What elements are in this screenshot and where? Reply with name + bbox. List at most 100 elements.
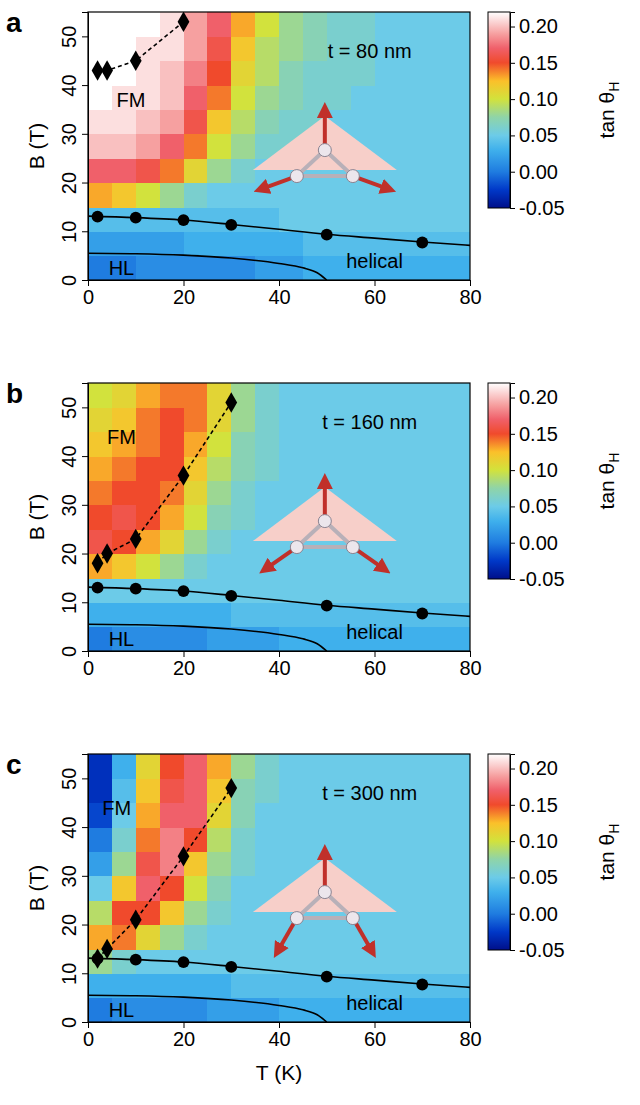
colorbar-tick-mark bbox=[510, 63, 515, 64]
heatmap-cell bbox=[184, 407, 208, 432]
heatmap-cell bbox=[327, 85, 351, 110]
heatmap-cell bbox=[255, 36, 279, 61]
heatmap-cell bbox=[136, 134, 160, 159]
x-tick-mark bbox=[279, 1022, 280, 1028]
colorbar-title: tan θH bbox=[595, 824, 622, 881]
heatmap-cell bbox=[422, 754, 446, 779]
heatmap-cell bbox=[375, 134, 399, 159]
heatmap-cell bbox=[398, 158, 422, 183]
heatmap-cell bbox=[160, 134, 184, 159]
heatmap-cell bbox=[375, 480, 399, 505]
heatmap-cell bbox=[398, 876, 422, 901]
inset-bond bbox=[297, 174, 353, 178]
heatmap-cell bbox=[422, 85, 446, 110]
colorbar-axis-line bbox=[511, 755, 516, 951]
heatmap-cell bbox=[207, 505, 231, 530]
y-tick: 30 bbox=[58, 123, 88, 145]
heatmap-cell bbox=[303, 998, 327, 1022]
heatmap-cell bbox=[279, 183, 303, 208]
heatmap-cell bbox=[207, 36, 231, 61]
heatmap-cell bbox=[422, 900, 446, 925]
heatmap-cell bbox=[160, 778, 184, 803]
heatmap-cell bbox=[398, 134, 422, 159]
heatmap-cell bbox=[88, 876, 112, 901]
panel-letter: c bbox=[6, 749, 22, 780]
heatmap-cell bbox=[184, 998, 208, 1022]
heatmap-cell bbox=[375, 85, 399, 110]
x-tick: 20 bbox=[173, 280, 195, 308]
heatmap-cell bbox=[398, 109, 422, 134]
y-tick-label: 10 bbox=[58, 592, 80, 614]
y-tick-mark bbox=[82, 134, 88, 135]
heatmap-cell bbox=[446, 998, 470, 1022]
heatmap-cell bbox=[112, 754, 136, 779]
x-tick-mark bbox=[470, 1022, 471, 1028]
y-tick-mark bbox=[82, 1022, 88, 1023]
x-tick: 40 bbox=[268, 280, 290, 308]
heatmap-cell bbox=[303, 383, 327, 408]
x-tick: 80 bbox=[459, 280, 481, 308]
heatmap-cell bbox=[279, 407, 303, 432]
heatmap-cell bbox=[398, 12, 422, 37]
colorbar-tick-mark bbox=[510, 769, 515, 770]
y-tick-label: 20 bbox=[58, 543, 80, 565]
heatmap-cell bbox=[88, 851, 112, 876]
x-tick-label: 20 bbox=[173, 286, 195, 308]
heatmap-cell bbox=[88, 754, 112, 779]
series-line bbox=[88, 995, 327, 1022]
heatmap-cell bbox=[160, 109, 184, 134]
heatmap-cell bbox=[112, 480, 136, 505]
heatmap-cell bbox=[422, 851, 446, 876]
inset-atom bbox=[346, 170, 359, 183]
colorbar-tick-mark bbox=[510, 172, 515, 173]
heatmap-cell bbox=[279, 207, 303, 232]
heatmap-cell bbox=[398, 754, 422, 779]
heatmap-cell bbox=[303, 578, 327, 603]
heatmap-cell bbox=[112, 12, 136, 37]
heatmap-cell bbox=[446, 480, 470, 505]
heatmap-cell bbox=[446, 949, 470, 974]
y-tick-mark bbox=[82, 827, 88, 828]
heatmap-cell bbox=[231, 158, 255, 183]
inset-atom bbox=[346, 912, 359, 925]
x-tick-mark bbox=[470, 280, 471, 286]
heatmap-cell bbox=[207, 432, 231, 457]
colorbar-tick: 0.05 bbox=[510, 866, 558, 888]
heatmap-cell bbox=[207, 998, 231, 1022]
heatmap-cell bbox=[279, 85, 303, 110]
heatmap-cell bbox=[351, 12, 375, 37]
heatmap-cell bbox=[327, 61, 351, 86]
heatmap-cell bbox=[136, 602, 160, 627]
y-tick-label: 50 bbox=[58, 768, 80, 790]
heatmap-cell bbox=[136, 480, 160, 505]
x-tick-mark bbox=[184, 280, 185, 286]
colorbar-tick-mark bbox=[510, 470, 515, 471]
colorbar-tick: 0.20 bbox=[510, 15, 558, 37]
heatmap-cell bbox=[112, 851, 136, 876]
heatmap-cell bbox=[184, 778, 208, 803]
annotation: HL bbox=[109, 628, 135, 650]
heatmap-cell bbox=[136, 778, 160, 803]
heatmap-cell bbox=[231, 456, 255, 481]
heatmap-cell bbox=[207, 602, 231, 627]
colorbar-tick-mark bbox=[510, 506, 515, 507]
heatmap-cell bbox=[279, 754, 303, 779]
heatmap-cell bbox=[207, 85, 231, 110]
heatmap-cell bbox=[375, 827, 399, 852]
x-tick-label: 80 bbox=[459, 1028, 481, 1050]
heatmap-cell bbox=[303, 256, 327, 280]
heatmap-cell bbox=[231, 12, 255, 37]
heatmap-cell bbox=[327, 554, 351, 579]
heatmap-cell bbox=[136, 407, 160, 432]
heatmap-cell bbox=[375, 505, 399, 530]
heatmap-cell bbox=[446, 778, 470, 803]
heatmap-cell bbox=[327, 183, 351, 208]
heatmap-cell bbox=[184, 627, 208, 651]
series-marker bbox=[101, 60, 113, 80]
colorbar-tick: 0.00 bbox=[510, 161, 558, 183]
heatmap-cell bbox=[88, 578, 112, 603]
annotation: FM bbox=[102, 797, 131, 819]
heatmap-cell bbox=[184, 900, 208, 925]
heatmap-cell bbox=[160, 529, 184, 554]
colorbar-tick-label: 0.00 bbox=[519, 161, 558, 183]
